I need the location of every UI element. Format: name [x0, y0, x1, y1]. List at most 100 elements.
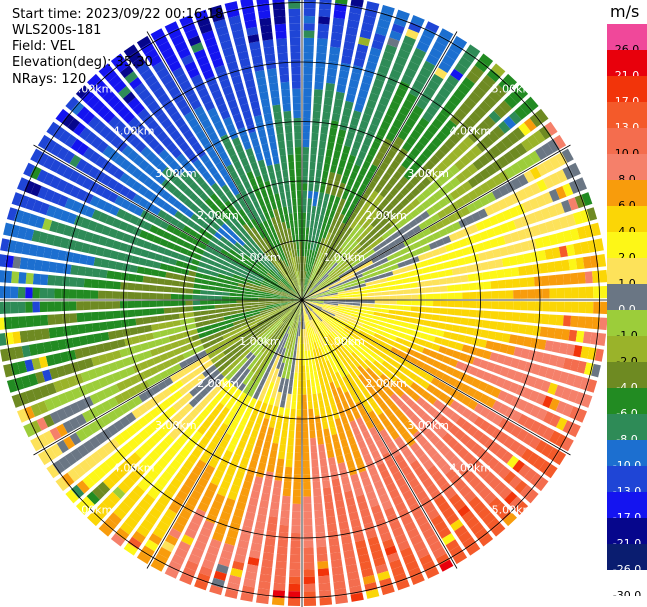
- ray-gate: [229, 293, 236, 296]
- ray-gate: [26, 316, 34, 328]
- ray-gate: [326, 76, 336, 84]
- ray-gate: [499, 301, 507, 309]
- ray-gate: [78, 266, 86, 276]
- ray-gate: [217, 278, 225, 283]
- ray-gate: [160, 263, 168, 270]
- ray-gate: [317, 437, 324, 445]
- ray-gate: [267, 464, 275, 472]
- ray-gate: [304, 555, 315, 563]
- ray-gate: [464, 336, 473, 344]
- ray-gate: [304, 547, 314, 555]
- ray-gate: [333, 574, 345, 583]
- ray-gate: [274, 163, 281, 171]
- ray-gate: [415, 325, 423, 331]
- ray-gate: [258, 160, 266, 169]
- ray-gate: [512, 312, 520, 321]
- ray-gate: [314, 496, 323, 504]
- ray-gate: [41, 328, 50, 339]
- ray-gate: [527, 277, 535, 287]
- ray-gate: [308, 409, 313, 417]
- ray-gate: [186, 306, 194, 311]
- ray-gate: [158, 271, 166, 278]
- ray-gate: [506, 290, 514, 299]
- ray-gate: [331, 296, 338, 298]
- ray-gate: [381, 309, 389, 313]
- ray-gate: [576, 257, 585, 269]
- ray-gate: [12, 256, 21, 268]
- ray-gate: [314, 184, 319, 192]
- ray-gate: [316, 207, 321, 215]
- ray-gate: [290, 555, 301, 563]
- ray-gate: [319, 215, 324, 223]
- ray-gate: [244, 297, 251, 299]
- ray-gate: [561, 260, 570, 272]
- ray-gate: [280, 437, 287, 445]
- ray-gate: [262, 559, 274, 568]
- ray-gate: [183, 331, 191, 338]
- ray-gate: [321, 385, 326, 393]
- ray-gate: [107, 270, 115, 279]
- ray-gate: [276, 466, 284, 474]
- ray-gate: [303, 183, 308, 190]
- ray-gate: [433, 286, 441, 292]
- ray-gate: [297, 409, 302, 416]
- ray-gate: [142, 284, 150, 291]
- ray-gate: [130, 327, 138, 335]
- ray-gate: [269, 397, 275, 405]
- ray-gate: [518, 266, 526, 276]
- ray-gate: [525, 325, 533, 335]
- ray-gate: [293, 489, 301, 497]
- ray-gate: [106, 311, 114, 319]
- ray-gate: [334, 99, 343, 108]
- ray-gate: [332, 389, 338, 397]
- ray-gate: [570, 316, 578, 328]
- ray-gate: [18, 287, 26, 298]
- ray-gate: [296, 424, 301, 431]
- ray-gate: [266, 300, 273, 302]
- ray-gate: [264, 395, 270, 403]
- ray-gate: [327, 523, 337, 531]
- ray-gate: [313, 481, 321, 489]
- ray-gate: [585, 317, 593, 329]
- ray-gate: [541, 276, 549, 286]
- ray-gate: [288, 598, 300, 606]
- ray-gate: [322, 200, 328, 208]
- ray-gate: [186, 312, 194, 317]
- ray-gate: [318, 16, 330, 24]
- ray-gate: [211, 323, 219, 329]
- ray-gate: [198, 262, 206, 268]
- ray-gate: [542, 289, 550, 299]
- ray-gate: [305, 351, 308, 358]
- ray-gate: [55, 276, 63, 286]
- ray-gate: [157, 308, 165, 314]
- ray-gate: [389, 301, 396, 305]
- ray-gate: [287, 445, 294, 453]
- ray-gate: [327, 450, 335, 458]
- ray-gate: [511, 267, 519, 277]
- ray-gate: [32, 288, 40, 299]
- ray-gate: [367, 289, 375, 293]
- ray-gate: [178, 294, 186, 299]
- ray-gate: [62, 314, 70, 324]
- ray-gate: [443, 331, 452, 339]
- ray-gate: [418, 307, 426, 312]
- ray-gate: [314, 89, 323, 97]
- ray-gate: [222, 296, 229, 299]
- ray-gate: [137, 326, 145, 334]
- ray-gate: [528, 289, 536, 298]
- ray-gate: [309, 176, 314, 184]
- ray-gate: [288, 162, 294, 170]
- ray-gate: [267, 523, 277, 531]
- ray-gate: [418, 301, 426, 306]
- ray-gate: [231, 314, 239, 318]
- ray-gate: [317, 199, 322, 207]
- ray-gate: [286, 191, 291, 199]
- ray-gate: [286, 133, 293, 141]
- ray-gate: [310, 372, 314, 380]
- ray-gate: [303, 533, 313, 541]
- ray-gate: [375, 296, 382, 299]
- ray-gate: [308, 198, 313, 206]
- ray-gate: [267, 427, 274, 435]
- ray-gate: [313, 228, 317, 236]
